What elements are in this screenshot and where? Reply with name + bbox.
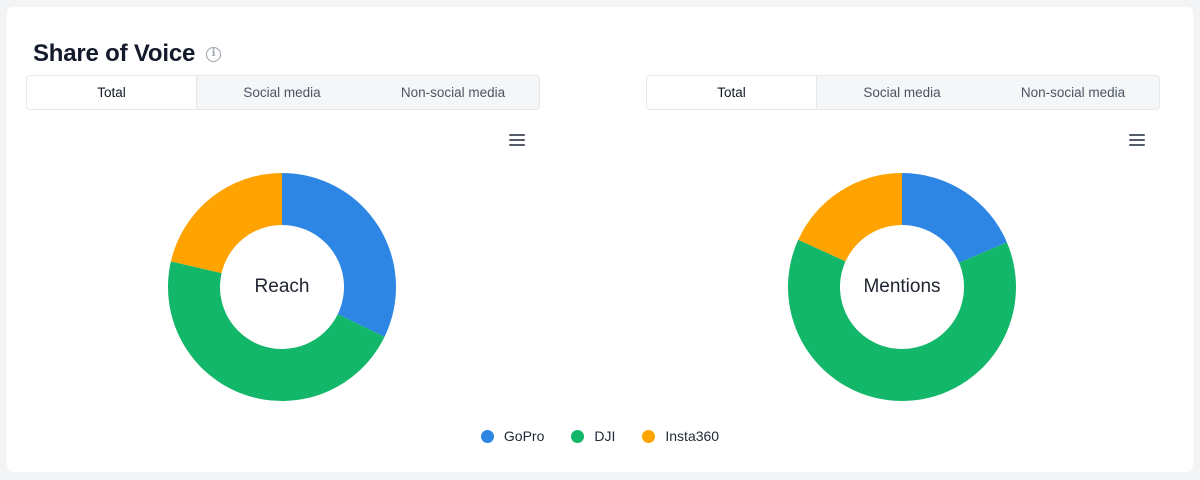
tab-social-media[interactable]: Social media (243, 85, 321, 100)
page-title: Share of Voice (33, 40, 196, 67)
mentions-segment-control: Total Social media Non-social media (646, 75, 1160, 110)
legend-item-gopro[interactable]: GoPro (480, 428, 545, 444)
donut-slice-gopro[interactable] (902, 173, 1007, 263)
hamburger-menu-icon[interactable] (1129, 133, 1145, 147)
donut-slice-dji[interactable] (167, 261, 385, 402)
donut-slice-insta360[interactable] (170, 173, 282, 274)
mentions-donut-chart[interactable]: Mentions (787, 172, 1017, 402)
legend-dot-icon (480, 429, 494, 443)
legend-label: GoPro (503, 428, 545, 444)
chart-legend: GoPro DJI Insta360 (0, 428, 1200, 444)
donut-center-label: Reach (254, 276, 310, 297)
donut-slice-dji[interactable] (788, 239, 1016, 401)
reach-panel: Total Social media Non-social media Reac… (26, 75, 540, 465)
tab-non-social-media[interactable]: Non-social media (400, 85, 506, 100)
legend-label: DJI (594, 428, 616, 444)
hamburger-menu-icon[interactable] (509, 133, 525, 147)
donut-center-label: Mentions (863, 276, 941, 297)
reach-donut-chart[interactable]: Reach (167, 172, 397, 402)
donut-slice-gopro[interactable] (282, 173, 396, 337)
legend-item-insta360[interactable]: Insta360 (642, 428, 719, 444)
donut-slice-insta360[interactable] (798, 173, 902, 262)
legend-dot-icon (642, 429, 656, 443)
tab-non-social-media[interactable]: Non-social media (1020, 85, 1126, 100)
info-circle-icon[interactable]: i (206, 46, 222, 62)
reach-segment-control: Total Social media Non-social media (26, 75, 540, 110)
legend-label: Insta360 (665, 428, 720, 444)
tab-total[interactable]: Total (27, 76, 197, 109)
tab-total[interactable]: Total (647, 76, 817, 109)
mentions-panel: Total Social media Non-social media Ment… (646, 75, 1160, 465)
header: Share of Voice i (33, 40, 222, 68)
reach-donut-svg[interactable] (167, 172, 397, 402)
legend-item-dji[interactable]: DJI (571, 428, 615, 444)
mentions-donut-svg[interactable] (787, 172, 1017, 402)
legend-dot-icon (571, 429, 585, 443)
tab-social-media[interactable]: Social media (863, 85, 941, 100)
